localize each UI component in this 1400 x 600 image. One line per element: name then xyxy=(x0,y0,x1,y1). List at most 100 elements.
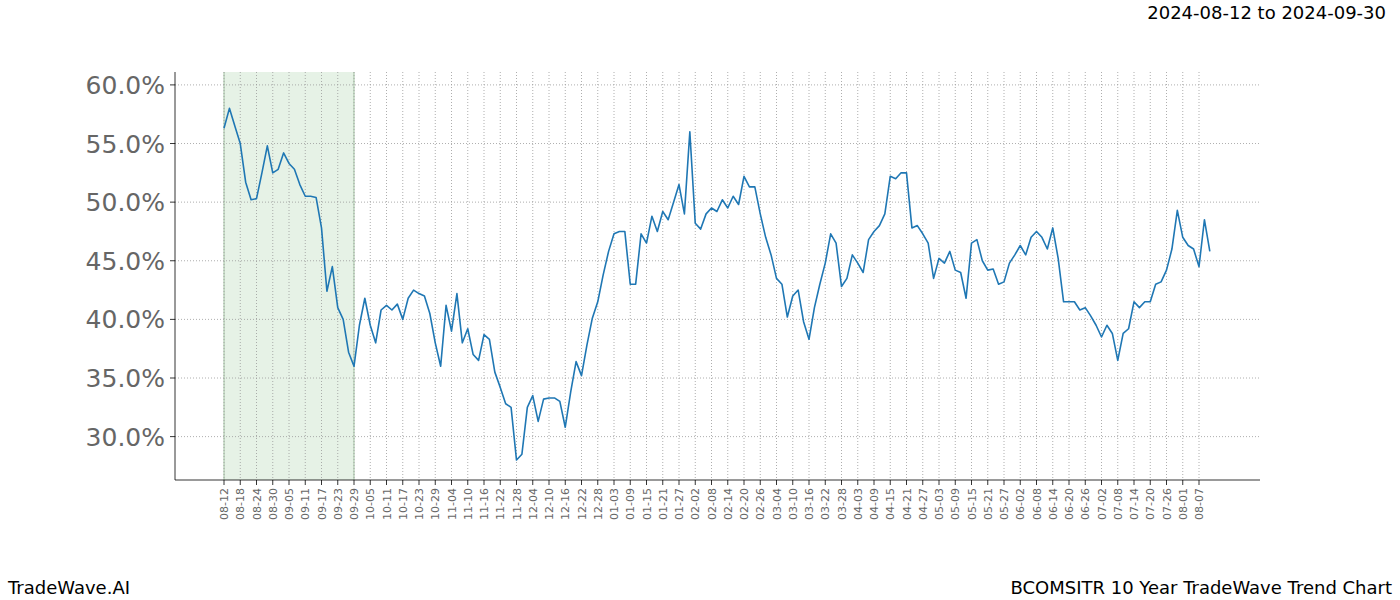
x-tick-label: 09-29 xyxy=(348,488,361,520)
y-grid-line xyxy=(175,319,1260,320)
y-tick-label: 50.0% xyxy=(86,188,165,217)
x-tick-label: 12-28 xyxy=(592,488,605,520)
x-grid-line xyxy=(1004,72,1005,480)
x-tick xyxy=(1069,480,1070,485)
x-tick xyxy=(549,480,550,485)
x-tick xyxy=(874,480,875,485)
x-tick-label: 05-03 xyxy=(933,488,946,520)
x-tick xyxy=(841,480,842,485)
x-tick xyxy=(695,480,696,485)
x-grid-line xyxy=(1117,72,1118,480)
x-tick-label: 11-28 xyxy=(511,488,524,520)
x-tick-label: 02-20 xyxy=(738,488,751,520)
x-grid-line xyxy=(532,72,533,480)
y-tick xyxy=(170,319,175,320)
y-tick-label: 35.0% xyxy=(86,364,165,393)
x-tick-label: 10-29 xyxy=(429,488,442,520)
x-tick xyxy=(451,480,452,485)
x-grid-line xyxy=(955,72,956,480)
x-grid-line xyxy=(500,72,501,480)
x-tick xyxy=(922,480,923,485)
x-tick xyxy=(435,480,436,485)
x-tick-label: 07-20 xyxy=(1144,488,1157,520)
x-tick-label: 04-21 xyxy=(901,488,914,520)
x-tick-label: 06-20 xyxy=(1063,488,1076,520)
x-tick-label: 03-16 xyxy=(803,488,816,520)
x-tick xyxy=(662,480,663,485)
x-tick xyxy=(1052,480,1053,485)
x-tick-label: 02-26 xyxy=(754,488,767,520)
x-tick-label: 11-16 xyxy=(478,488,491,520)
x-tick xyxy=(711,480,712,485)
x-grid-line xyxy=(354,72,355,480)
x-tick-label: 08-01 xyxy=(1177,488,1190,520)
x-tick xyxy=(1134,480,1135,485)
x-tick-label: 08-07 xyxy=(1193,488,1206,520)
y-tick xyxy=(170,84,175,85)
x-grid-line xyxy=(695,72,696,480)
x-tick xyxy=(906,480,907,485)
x-grid-line xyxy=(565,72,566,480)
x-grid-line xyxy=(549,72,550,480)
x-grid-line xyxy=(646,72,647,480)
x-tick-label: 03-10 xyxy=(787,488,800,520)
x-tick-label: 10-17 xyxy=(397,488,410,520)
x-tick-label: 04-15 xyxy=(884,488,897,520)
x-tick xyxy=(337,480,338,485)
x-tick xyxy=(1150,480,1151,485)
x-grid-line xyxy=(467,72,468,480)
x-grid-line xyxy=(1052,72,1053,480)
x-grid-line xyxy=(435,72,436,480)
x-tick-label: 10-23 xyxy=(413,488,426,520)
x-grid-line xyxy=(792,72,793,480)
y-tick-label: 55.0% xyxy=(86,130,165,159)
x-tick-label: 11-10 xyxy=(462,488,475,520)
x-tick xyxy=(500,480,501,485)
x-grid-line xyxy=(679,72,680,480)
x-grid-line xyxy=(240,72,241,480)
x-tick xyxy=(1166,480,1167,485)
x-grid-line xyxy=(711,72,712,480)
x-tick-label: 01-27 xyxy=(673,488,686,520)
x-tick xyxy=(1085,480,1086,485)
x-grid-line xyxy=(289,72,290,480)
x-tick xyxy=(321,480,322,485)
x-grid-line xyxy=(256,72,257,480)
x-tick-label: 08-24 xyxy=(251,488,264,520)
x-tick-label: 12-16 xyxy=(559,488,572,520)
x-tick-label: 12-04 xyxy=(527,488,540,520)
x-grid-line xyxy=(760,72,761,480)
x-grid-line xyxy=(841,72,842,480)
x-grid-line xyxy=(662,72,663,480)
y-grid-line xyxy=(175,436,1260,437)
x-grid-line xyxy=(1069,72,1070,480)
x-grid-line xyxy=(874,72,875,480)
x-tick xyxy=(597,480,598,485)
x-tick xyxy=(224,480,225,485)
title: BCOMSITR 10 Year TradeWave Trend Chart xyxy=(1010,577,1392,598)
x-grid-line xyxy=(744,72,745,480)
x-tick xyxy=(1004,480,1005,485)
x-grid-line xyxy=(484,72,485,480)
x-axis-line xyxy=(175,480,1260,481)
x-tick xyxy=(1182,480,1183,485)
x-tick-label: 02-08 xyxy=(706,488,719,520)
x-grid-line xyxy=(451,72,452,480)
x-grid-line xyxy=(971,72,972,480)
x-tick xyxy=(467,480,468,485)
x-tick xyxy=(516,480,517,485)
x-tick-label: 09-17 xyxy=(316,488,329,520)
x-tick-label: 11-22 xyxy=(494,488,507,520)
x-tick-label: 04-03 xyxy=(852,488,865,520)
x-tick-label: 05-15 xyxy=(966,488,979,520)
x-tick-label: 10-05 xyxy=(364,488,377,520)
x-tick-label: 05-09 xyxy=(949,488,962,520)
y-tick xyxy=(170,378,175,379)
x-tick-label: 07-14 xyxy=(1128,488,1141,520)
highlight-edge xyxy=(224,72,225,480)
x-grid-line xyxy=(922,72,923,480)
x-tick-label: 06-26 xyxy=(1079,488,1092,520)
x-grid-line xyxy=(337,72,338,480)
y-tick-label: 40.0% xyxy=(86,305,165,334)
x-grid-line xyxy=(987,72,988,480)
